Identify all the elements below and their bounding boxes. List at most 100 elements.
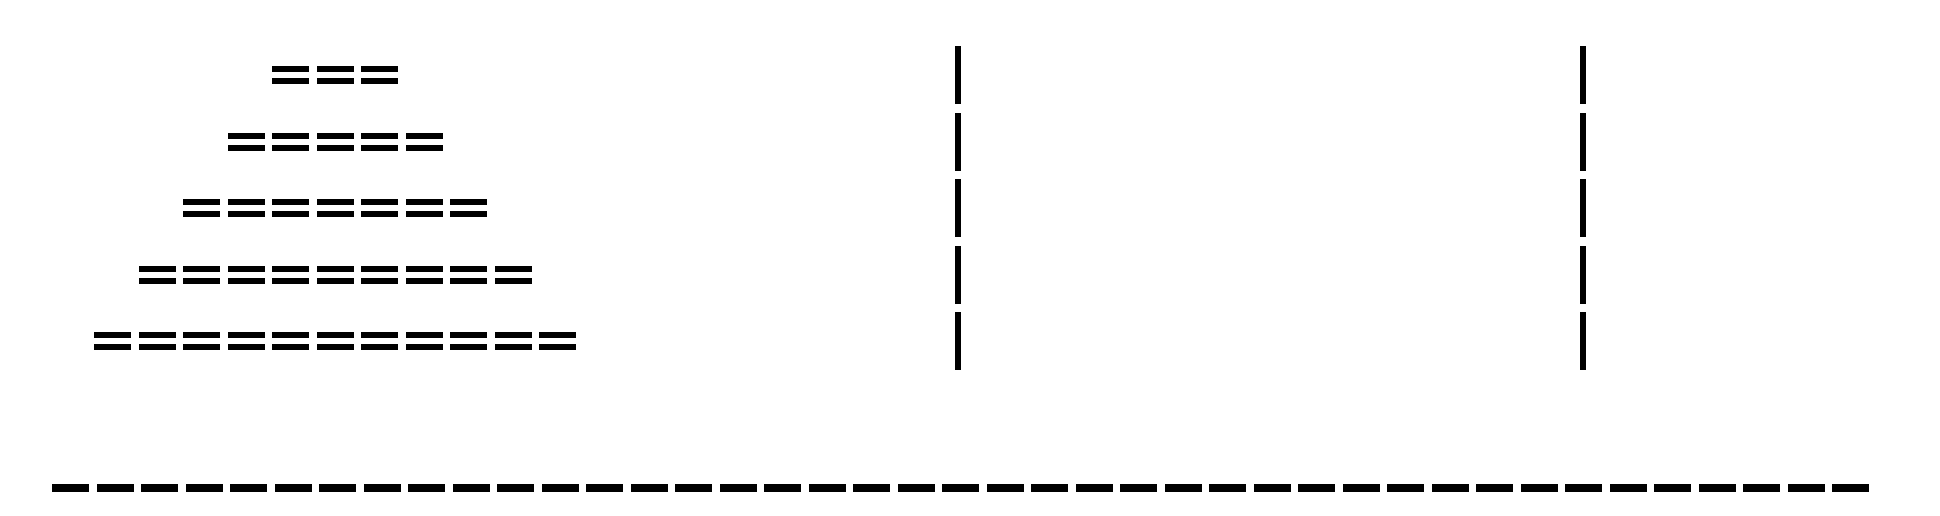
disk-stroke: [361, 265, 398, 272]
base-dash: [942, 484, 979, 492]
base-dash: [719, 484, 757, 492]
disk-size-5[interactable]: [224, 132, 447, 153]
base-dash: [986, 484, 1024, 492]
disk-stroke: [94, 332, 131, 338]
disk-size-7[interactable]: [179, 199, 491, 219]
peg-segment: [1580, 112, 1586, 171]
base-dash: [1298, 484, 1335, 492]
base-dash: [1654, 484, 1691, 492]
disk-stroke: [138, 332, 176, 338]
disk-stroke: [272, 144, 309, 151]
disk-stroke: [405, 332, 443, 338]
disk-size-11[interactable]: [90, 332, 580, 352]
base-dash: [1387, 484, 1424, 492]
disk-stroke: [361, 332, 398, 338]
disk-stroke: [361, 144, 398, 151]
disk-stroke: [272, 78, 309, 84]
base-dash: [675, 484, 712, 492]
disk-stroke: [227, 277, 265, 284]
disk-size-3[interactable]: [268, 66, 402, 86]
disk-stroke: [316, 277, 354, 284]
base-dash: [1476, 484, 1513, 492]
base-dash: [1743, 484, 1780, 492]
disk-stroke: [405, 265, 443, 272]
disk-stroke: [227, 199, 265, 205]
disk-stroke: [450, 332, 487, 338]
base-dash: [1075, 484, 1113, 492]
disk-stroke: [361, 132, 398, 139]
disk-stroke: [138, 277, 176, 284]
disk-stroke: [494, 344, 532, 350]
disk-stroke: [227, 144, 265, 151]
disk-stroke: [316, 211, 354, 217]
base-dash: [1120, 484, 1157, 492]
disk-stroke: [183, 332, 220, 338]
base-dash: [141, 484, 178, 492]
disk-stroke: [405, 344, 443, 350]
peg-segment: [955, 46, 961, 104]
base-dash: [853, 484, 890, 492]
disk-stroke: [316, 144, 354, 151]
disk-stroke: [227, 332, 265, 338]
base-dash: [586, 484, 623, 492]
disk-stroke: [94, 344, 131, 350]
base-dash: [230, 484, 267, 492]
disk-stroke: [272, 132, 309, 139]
disk-stroke: [272, 344, 309, 350]
disk-stroke: [539, 344, 576, 350]
base-dash: [897, 484, 935, 492]
base-dash: [363, 484, 401, 492]
disk-stroke: [316, 332, 354, 338]
disk-stroke: [405, 144, 443, 151]
disk-stroke: [361, 211, 398, 217]
disk-stroke: [183, 277, 220, 284]
disk-stroke: [405, 277, 443, 284]
base-dash: [1698, 484, 1736, 492]
disk-stroke: [361, 78, 398, 84]
disk-stroke: [183, 211, 220, 217]
disk-stroke: [316, 132, 354, 139]
base-dash: [52, 484, 89, 492]
peg-segment: [1580, 46, 1586, 104]
disk-stroke: [316, 344, 354, 350]
disk-stroke: [183, 344, 220, 350]
base-dash: [1342, 484, 1380, 492]
base-dash: [497, 484, 534, 492]
disk-stroke: [450, 277, 487, 284]
disk-stroke: [183, 265, 220, 272]
base-dash: [764, 484, 801, 492]
disk-stroke: [227, 132, 265, 139]
disk-stroke: [138, 344, 176, 350]
base-dash: [185, 484, 223, 492]
board-base: [52, 484, 1908, 494]
disk-stroke: [450, 199, 487, 205]
disk-stroke: [361, 344, 398, 350]
base-dash: [808, 484, 846, 492]
disk-stroke: [405, 132, 443, 139]
disk-stroke: [494, 277, 532, 284]
base-dash: [1832, 484, 1869, 492]
base-dash: [96, 484, 134, 492]
base-dash: [1565, 484, 1602, 492]
disk-stroke: [138, 265, 176, 272]
disk-size-9[interactable]: [135, 265, 536, 286]
base-dash: [1520, 484, 1558, 492]
peg-segment: [955, 179, 961, 237]
peg-segment: [955, 245, 961, 304]
disk-stroke: [183, 199, 220, 205]
disk-stroke: [539, 332, 576, 338]
disk-stroke: [361, 277, 398, 284]
disk-stroke: [450, 211, 487, 217]
disk-stroke: [227, 265, 265, 272]
peg-segment: [1580, 245, 1586, 304]
disk-stroke: [227, 211, 265, 217]
peg-segment: [1580, 312, 1586, 370]
base-dash: [319, 484, 356, 492]
base-dash: [1209, 484, 1246, 492]
disk-stroke: [494, 265, 532, 272]
disk-stroke: [405, 211, 443, 217]
